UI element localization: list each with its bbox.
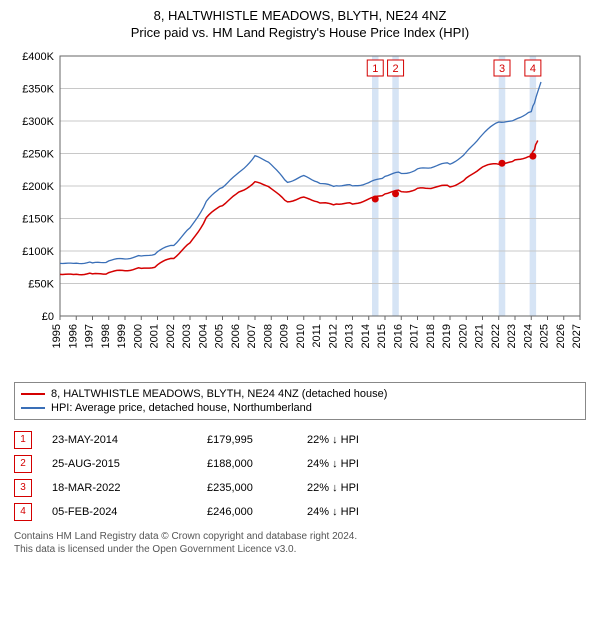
legend: 8, HALTWHISTLE MEADOWS, BLYTH, NE24 4NZ … (14, 382, 586, 420)
legend-item: 8, HALTWHISTLE MEADOWS, BLYTH, NE24 4NZ … (21, 387, 579, 401)
svg-text:2010: 2010 (295, 324, 307, 348)
svg-text:2004: 2004 (197, 324, 209, 348)
chart-title-line1: 8, HALTWHISTLE MEADOWS, BLYTH, NE24 4NZ (10, 8, 590, 25)
svg-text:1999: 1999 (116, 324, 128, 348)
svg-text:£400K: £400K (22, 51, 54, 63)
sale-price: £246,000 (207, 506, 307, 518)
chart-title-line2: Price paid vs. HM Land Registry's House … (10, 25, 590, 40)
svg-text:2009: 2009 (279, 324, 291, 348)
svg-text:2015: 2015 (376, 324, 388, 348)
sale-date: 05-FEB-2024 (52, 506, 207, 518)
svg-text:£350K: £350K (22, 83, 54, 95)
sale-diff: 24% ↓ HPI (307, 506, 427, 518)
svg-text:2022: 2022 (490, 324, 502, 348)
chart-plot: £0 £50K £100K £150K £200K £250K £300K £350K £400… (10, 46, 590, 376)
svg-text:2021: 2021 (474, 324, 486, 348)
sale-date: 23-MAY-2014 (52, 434, 207, 446)
svg-text:2007: 2007 (246, 324, 258, 348)
svg-text:4: 4 (530, 63, 536, 75)
svg-text:2000: 2000 (132, 324, 144, 348)
sale-price: £235,000 (207, 482, 307, 494)
sale-date: 25-AUG-2015 (52, 458, 207, 470)
svg-text:2027: 2027 (571, 324, 583, 348)
svg-text:2005: 2005 (214, 324, 226, 348)
svg-text:1995: 1995 (51, 324, 63, 348)
svg-text:2008: 2008 (262, 324, 274, 348)
svg-text:£250K: £250K (22, 148, 54, 160)
sale-marker: 1 (14, 431, 32, 449)
chart-container: 8, HALTWHISTLE MEADOWS, BLYTH, NE24 4NZ … (0, 0, 600, 566)
svg-text:2002: 2002 (165, 324, 177, 348)
svg-text:2025: 2025 (539, 324, 551, 348)
legend-swatch (21, 407, 45, 409)
sale-price: £188,000 (207, 458, 307, 470)
sale-date: 18-MAR-2022 (52, 482, 207, 494)
sales-table: 123-MAY-2014£179,99522% ↓ HPI225-AUG-201… (14, 428, 586, 524)
svg-text:2: 2 (393, 63, 399, 75)
svg-text:2018: 2018 (425, 324, 437, 348)
svg-text:1997: 1997 (84, 324, 96, 348)
legend-label: 8, HALTWHISTLE MEADOWS, BLYTH, NE24 4NZ … (51, 388, 387, 400)
svg-text:£100K: £100K (22, 246, 54, 258)
svg-text:2020: 2020 (457, 324, 469, 348)
svg-text:2003: 2003 (181, 324, 193, 348)
svg-text:2026: 2026 (555, 324, 567, 348)
legend-label: HPI: Average price, detached house, Nort… (51, 402, 312, 414)
sale-row: 4 05-FEB-2024£246,00024% ↓ HPI (14, 500, 586, 524)
svg-text:2023: 2023 (506, 324, 518, 348)
svg-text:2016: 2016 (392, 324, 404, 348)
sale-row: 3 18-MAR-2022£235,00022% ↓ HPI (14, 476, 586, 500)
svg-text:2024: 2024 (522, 324, 534, 348)
svg-text:1: 1 (372, 63, 378, 75)
sale-diff: 22% ↓ HPI (307, 434, 427, 446)
legend-item: HPI: Average price, detached house, Nort… (21, 401, 579, 415)
sale-price: £179,995 (207, 434, 307, 446)
svg-text:2019: 2019 (441, 324, 453, 348)
chart-svg: £0 £50K £100K £150K £200K £250K £300K £350K £400… (10, 46, 590, 376)
svg-text:£50K: £50K (28, 278, 54, 290)
sale-marker: 4 (14, 503, 32, 521)
sale-marker: 2 (14, 455, 32, 473)
legend-swatch (21, 393, 45, 395)
svg-text:3: 3 (499, 63, 505, 75)
footer-line1: Contains HM Land Registry data © Crown c… (14, 530, 586, 543)
svg-text:2014: 2014 (360, 324, 372, 348)
svg-text:2011: 2011 (311, 324, 323, 348)
svg-text:2001: 2001 (149, 324, 161, 348)
svg-text:1998: 1998 (100, 324, 112, 348)
footer-attribution: Contains HM Land Registry data © Crown c… (14, 530, 586, 556)
svg-text:1996: 1996 (67, 324, 79, 348)
sale-row: 2 25-AUG-2015£188,00024% ↓ HPI (14, 452, 586, 476)
svg-text:£0: £0 (42, 311, 54, 323)
svg-text:£300K: £300K (22, 116, 54, 128)
svg-text:£200K: £200K (22, 181, 54, 193)
svg-text:2012: 2012 (327, 324, 339, 348)
sale-row: 1 23-MAY-2014£179,99522% ↓ HPI (14, 428, 586, 452)
svg-text:£150K: £150K (22, 213, 54, 225)
svg-text:2006: 2006 (230, 324, 242, 348)
svg-text:2013: 2013 (344, 324, 356, 348)
footer-line2: This data is licensed under the Open Gov… (14, 543, 586, 556)
sale-diff: 24% ↓ HPI (307, 458, 427, 470)
svg-text:2017: 2017 (409, 324, 421, 348)
sale-diff: 22% ↓ HPI (307, 482, 427, 494)
sale-marker: 3 (14, 479, 32, 497)
